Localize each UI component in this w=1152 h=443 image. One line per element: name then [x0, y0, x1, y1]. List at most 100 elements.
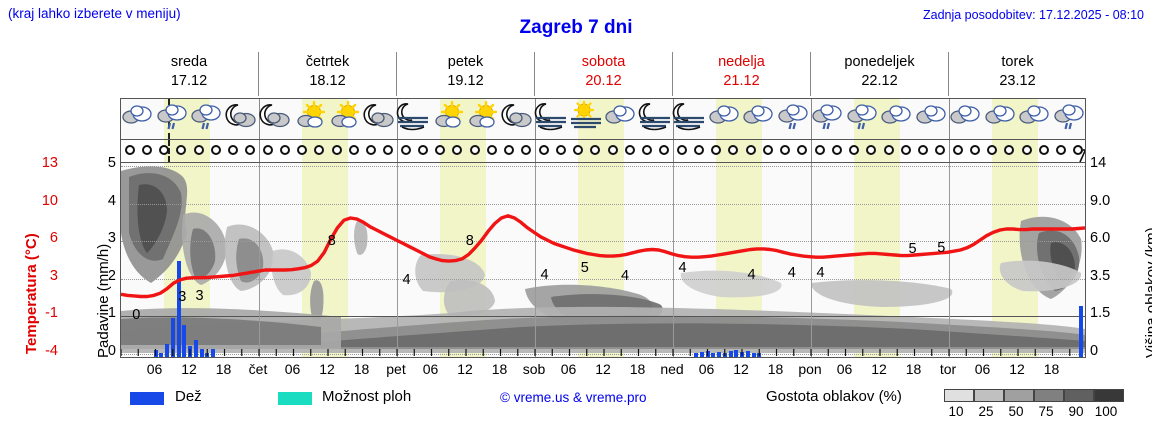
horizontal-gridline [121, 241, 1085, 243]
wind-direction-marker [797, 145, 808, 155]
day-separator [949, 99, 950, 139]
x-axis-tick: 06 [974, 361, 991, 377]
day-date: 17.12 [170, 73, 208, 89]
precipitation-axis-title-text: Padavine (mm/h) [95, 243, 112, 358]
day-date: 18.12 [309, 73, 346, 89]
day-name: ponedeljek [844, 54, 915, 70]
x-axis-tick: 06 [698, 361, 715, 377]
x-axis-tick: 12 [595, 361, 611, 377]
day-name: sobota [581, 54, 626, 70]
wind-direction-marker [314, 145, 325, 155]
wind-direction-marker [469, 145, 480, 155]
rain-bar [699, 352, 704, 357]
precipitation-tick: 4 [107, 192, 116, 209]
wind-direction-marker [745, 145, 756, 155]
rain-bar [734, 350, 739, 357]
day-gridline [397, 163, 398, 357]
x-axis-tick: 18 [629, 361, 646, 377]
night-fog-icon [638, 101, 674, 139]
wind-direction-marker [987, 145, 998, 155]
wind-direction-marker [969, 145, 980, 155]
night-fog-icon [396, 101, 432, 139]
night-cloudy-icon [224, 101, 260, 139]
x-axis-tick: 18 [215, 361, 232, 377]
day-separator [811, 99, 812, 139]
wind-direction-marker [590, 145, 601, 155]
rain-bar [159, 352, 164, 357]
wind-direction-marker [831, 145, 842, 155]
rain-bar [211, 348, 215, 357]
rain-bar [165, 343, 169, 357]
precipitation-axis-title: Padavine (mm/h) [78, 168, 112, 358]
cloudy-icon [983, 101, 1019, 139]
x-axis-tick: 12 [733, 361, 749, 377]
cloud-density-swatch [1064, 389, 1094, 402]
day-header-6: ponedeljek 22.12 [810, 52, 948, 96]
wind-direction-marker [486, 145, 497, 155]
wind-direction-marker [331, 145, 342, 155]
x-axis-tick: 18 [491, 361, 508, 377]
temperature-value-label: 4 [621, 268, 630, 285]
sun-cloud-icon [431, 100, 467, 139]
temperature-value-label: 4 [747, 266, 756, 283]
temperature-value-label: 3 [195, 288, 204, 305]
cloud-density-swatch [1094, 389, 1124, 402]
x-axis-tick: 12 [457, 361, 473, 377]
cloudy-icon [741, 101, 777, 139]
day-header-row: sreda 17.12 četrtek 18.12 petek 19.12 sobota 20… [120, 52, 1086, 96]
copyright-link[interactable]: © vreme.us & vreme.pro [500, 390, 647, 405]
x-axis-tick: sob [522, 361, 546, 377]
cloud-height-tick: 14 [1090, 155, 1107, 171]
wind-direction-marker [245, 145, 256, 155]
rain-legend-label: Dež [175, 388, 202, 405]
day-separator [949, 140, 950, 162]
x-axis-tick: 06 [836, 361, 853, 377]
x-axis-tick: čet [248, 361, 268, 377]
day-name: nedelja [718, 54, 765, 70]
rain-bar [751, 352, 756, 357]
temperature-value-label: 4 [678, 259, 687, 276]
x-axis-tick: 12 [871, 361, 887, 377]
wind-direction-marker [900, 145, 911, 155]
showers-legend-swatch [278, 392, 312, 405]
night-cloudy-icon [362, 101, 398, 139]
day-gridline [949, 163, 950, 357]
wind-direction-marker [1021, 145, 1032, 155]
temperature-value-label: 4 [402, 272, 411, 289]
cloud-density-swatch [1004, 389, 1034, 402]
cloud-density-swatch [1034, 389, 1064, 402]
cloud-density-tick: 75 [1038, 404, 1054, 419]
cloud-height-tick: 9.0 [1090, 192, 1111, 209]
cloud-density-tick: 100 [1094, 404, 1118, 419]
x-axis-tick: 12 [1009, 361, 1025, 377]
precipitation-tick: 0 [107, 343, 116, 359]
wind-direction-marker [435, 145, 446, 155]
wind-direction-marker [866, 145, 877, 155]
cloud-height-tick: 1.5 [1090, 305, 1111, 322]
day-name: petek [447, 54, 484, 70]
x-axis-tick: 06 [560, 361, 577, 377]
location-menu-note[interactable]: (kraj lahko izberete v meniju) [8, 6, 181, 21]
wind-direction-marker [952, 145, 963, 155]
day-date: 19.12 [447, 73, 484, 89]
wind-direction-marker [711, 145, 722, 155]
day-name: sreda [170, 54, 208, 70]
sun-cloud-icon [293, 100, 329, 139]
cloudy-drizzle-icon [810, 101, 846, 139]
wind-direction-marker [366, 145, 377, 155]
day-gridline [673, 163, 674, 357]
temperature-value-label: 4 [787, 265, 796, 282]
cloud-density-tick: 50 [1008, 404, 1024, 419]
day-date: 22.12 [861, 73, 898, 89]
wind-direction-marker [348, 145, 359, 155]
night-fog-icon [534, 101, 570, 139]
day-gridline [535, 163, 536, 357]
wind-direction-marker [521, 145, 532, 155]
page-title: Zagreb 7 dni [519, 17, 633, 38]
rain-bar [694, 353, 698, 357]
wind-direction-marker [676, 145, 687, 155]
wind-direction-marker [124, 145, 135, 155]
wind-direction-marker [228, 145, 239, 155]
temperature-value-label: 4 [816, 265, 825, 282]
x-axis-tick: ned [660, 361, 684, 377]
